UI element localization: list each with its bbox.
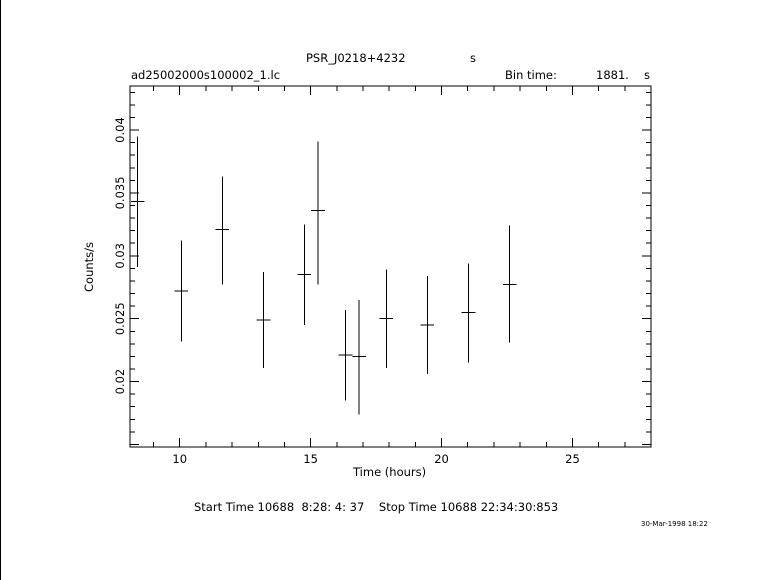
x-tick-label: 25 — [565, 452, 580, 466]
x-axis-label: Time (hours) — [353, 465, 427, 479]
x-tick-label: 15 — [303, 452, 318, 466]
y-tick-label: 0.02 — [113, 369, 127, 395]
date-stamp: 30-Mar-1998 18:22 — [641, 520, 708, 528]
chart-title: PSR_J0218+4232 — [306, 51, 406, 65]
y-tick-label: 0.035 — [113, 176, 127, 209]
y-axis-label: Counts/s — [82, 241, 96, 292]
bin-time-value: 1881. — [596, 68, 629, 82]
x-tick-label: 10 — [172, 452, 187, 466]
chart-title-unit: s — [470, 51, 476, 65]
file-name: ad25002000s100002_1.lc — [131, 68, 281, 82]
y-tick-label: 0.03 — [113, 243, 127, 269]
y-tick-label: 0.025 — [113, 302, 127, 335]
y-tick-label: 0.04 — [113, 117, 127, 143]
plot-frame — [129, 85, 652, 448]
x-tick-label: 20 — [434, 452, 449, 466]
bin-time-label: Bin time: — [505, 68, 557, 82]
window-edge — [0, 0, 1, 580]
bin-time-unit: s — [644, 68, 650, 82]
start-stop-time: Start Time 10688 8:28: 4: 37 Stop Time 1… — [194, 500, 559, 514]
